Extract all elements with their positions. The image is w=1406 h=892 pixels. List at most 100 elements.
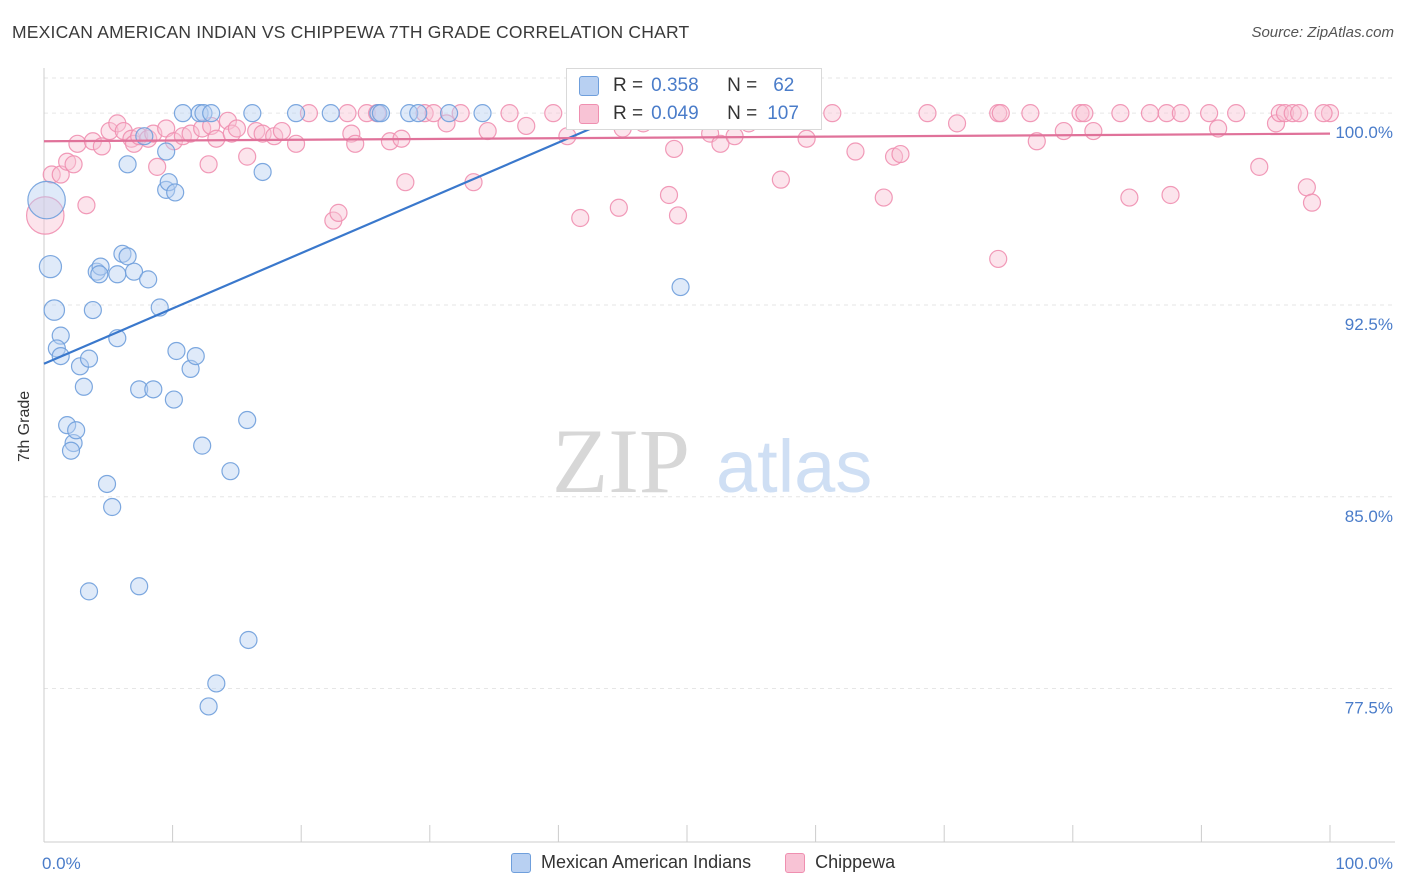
data-point bbox=[473, 104, 492, 123]
data-point bbox=[1171, 104, 1190, 123]
data-point bbox=[124, 262, 144, 281]
data-point bbox=[1227, 104, 1246, 123]
data-point bbox=[61, 441, 81, 460]
data-point bbox=[135, 127, 154, 146]
data-point bbox=[238, 147, 257, 166]
data-point bbox=[1157, 104, 1176, 123]
data-point bbox=[1266, 114, 1286, 133]
data-point bbox=[181, 124, 200, 143]
data-point bbox=[74, 377, 93, 396]
data-point bbox=[371, 104, 391, 123]
watermark-atlas: atlas bbox=[716, 425, 872, 508]
data-point bbox=[299, 104, 319, 123]
data-point bbox=[797, 129, 816, 148]
data-point bbox=[396, 173, 415, 192]
data-point bbox=[439, 104, 459, 123]
data-point bbox=[409, 104, 428, 123]
legend: Mexican American Indians Chippewa bbox=[511, 852, 929, 873]
data-point bbox=[874, 188, 893, 207]
data-point bbox=[238, 410, 257, 430]
data-point bbox=[1111, 104, 1130, 123]
data-point bbox=[668, 206, 688, 225]
data-point bbox=[243, 104, 262, 123]
data-point bbox=[380, 132, 400, 151]
data-point bbox=[286, 104, 306, 123]
legend-label: Chippewa bbox=[815, 852, 896, 872]
data-point bbox=[1120, 188, 1139, 207]
data-point bbox=[194, 104, 213, 123]
data-point bbox=[79, 582, 99, 601]
y-axis-title: 7th Grade bbox=[16, 390, 33, 462]
stats-swatch-chippewa bbox=[579, 104, 599, 124]
data-point bbox=[771, 170, 790, 189]
data-point bbox=[253, 162, 272, 182]
data-point bbox=[1021, 104, 1040, 123]
data-point bbox=[227, 119, 246, 138]
data-point bbox=[1297, 178, 1316, 197]
data-point bbox=[108, 265, 127, 284]
data-point bbox=[164, 390, 183, 409]
data-point bbox=[846, 142, 865, 161]
data-point bbox=[947, 114, 967, 133]
stats-n-label: N = bbox=[727, 75, 758, 96]
data-point bbox=[207, 674, 226, 693]
data-point bbox=[193, 436, 212, 455]
data-point bbox=[1075, 104, 1094, 123]
data-point bbox=[38, 254, 63, 279]
data-point bbox=[199, 155, 218, 174]
data-point bbox=[1027, 132, 1046, 151]
data-point bbox=[571, 208, 590, 228]
legend-item-mexican-american-indians[interactable]: Mexican American Indians bbox=[511, 852, 751, 873]
trend-line bbox=[43, 124, 598, 365]
data-point bbox=[92, 137, 111, 156]
source-label: Source: ZipAtlas.com bbox=[1251, 24, 1394, 41]
data-points bbox=[25, 104, 1340, 716]
data-point bbox=[891, 144, 910, 164]
legend-item-chippewa[interactable]: Chippewa bbox=[785, 852, 895, 873]
stats-n-value: 107 bbox=[767, 103, 799, 124]
stats-swatch-mexican-american-indians bbox=[579, 76, 599, 96]
data-point bbox=[144, 380, 163, 399]
data-point bbox=[27, 180, 66, 220]
data-point bbox=[272, 121, 292, 141]
y-tick-label: 100.0% bbox=[1335, 123, 1393, 142]
data-point bbox=[202, 104, 221, 123]
data-point bbox=[77, 196, 96, 215]
data-point bbox=[43, 299, 66, 321]
y-tick-label: 92.5% bbox=[1345, 315, 1393, 334]
data-point bbox=[1290, 104, 1309, 123]
data-point bbox=[139, 270, 158, 289]
data-point bbox=[159, 173, 178, 192]
data-point bbox=[823, 104, 842, 123]
data-point bbox=[1161, 185, 1180, 205]
stats-r-label: R = bbox=[613, 103, 644, 124]
data-point bbox=[609, 198, 628, 217]
data-point bbox=[64, 155, 83, 174]
data-point bbox=[671, 277, 690, 297]
data-point bbox=[221, 462, 240, 481]
chart-title: MEXICAN AMERICAN INDIAN VS CHIPPEWA 7TH … bbox=[12, 22, 690, 42]
data-point bbox=[97, 474, 117, 494]
legend-swatch-mexican-american-indians bbox=[511, 852, 531, 873]
data-point bbox=[338, 104, 357, 123]
data-point bbox=[342, 124, 361, 143]
data-point bbox=[346, 134, 365, 153]
stats-n-value: 62 bbox=[773, 75, 795, 96]
data-point bbox=[253, 124, 272, 143]
data-point bbox=[157, 142, 176, 161]
data-point bbox=[222, 124, 241, 143]
data-point bbox=[90, 265, 109, 284]
data-point bbox=[25, 196, 65, 235]
trend-line bbox=[43, 132, 1331, 143]
data-point bbox=[424, 104, 443, 123]
watermark-zip: ZIP bbox=[552, 410, 690, 512]
data-point bbox=[500, 104, 519, 123]
legend-label: Mexican American Indians bbox=[541, 852, 752, 872]
data-point bbox=[118, 155, 137, 174]
data-point bbox=[659, 185, 679, 205]
data-point bbox=[329, 203, 348, 222]
data-point bbox=[239, 630, 258, 650]
data-point bbox=[665, 139, 684, 159]
data-point bbox=[148, 157, 167, 176]
